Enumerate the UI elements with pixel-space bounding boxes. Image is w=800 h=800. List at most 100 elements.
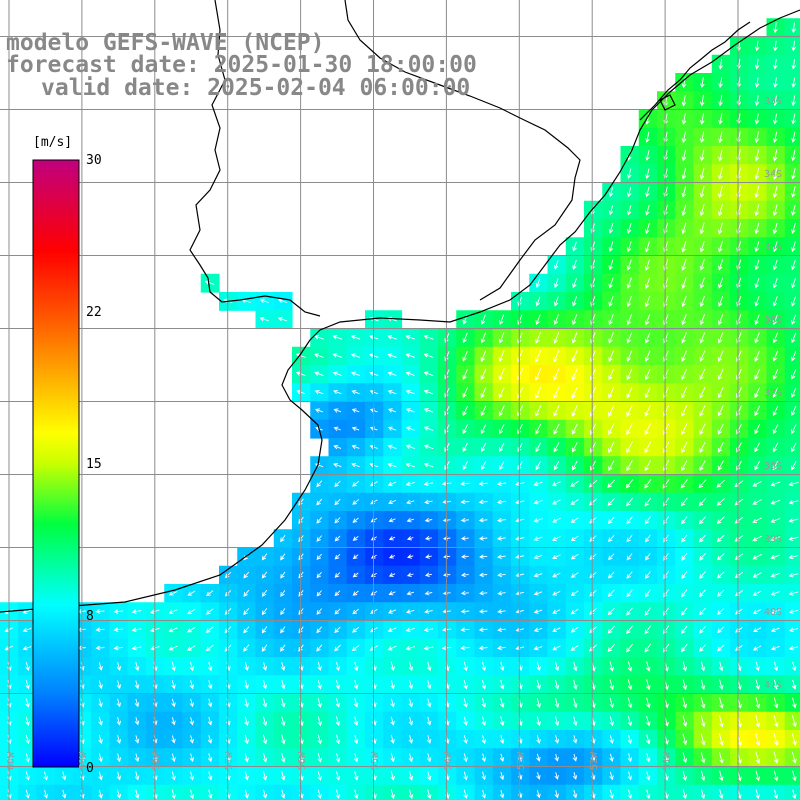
wind-arrow — [553, 368, 560, 381]
wind-arrow — [772, 405, 779, 417]
wind-cell — [638, 784, 658, 800]
wind-cell — [693, 565, 713, 585]
wind-arrow — [480, 424, 487, 435]
wind-arrow — [554, 790, 559, 799]
wind-arrow — [681, 368, 688, 381]
wind-arrow — [369, 335, 379, 340]
wind-arrow — [644, 497, 652, 507]
wind-arrow — [754, 59, 760, 70]
wind-arrow — [772, 442, 779, 453]
wind-arrow — [699, 185, 705, 199]
wind-cell — [182, 784, 202, 800]
wind-arrow — [681, 571, 688, 580]
lat-label-37s: 37S — [764, 388, 782, 399]
wind-arrow — [754, 167, 760, 180]
wind-arrow — [424, 572, 432, 578]
wind-arrow — [718, 733, 724, 746]
wind-arrow — [515, 536, 525, 541]
wind-arrow — [280, 608, 286, 616]
wind-arrow — [718, 295, 724, 307]
wind-arrow — [754, 77, 760, 88]
wind-arrow — [332, 335, 343, 340]
wind-arrow — [496, 499, 506, 505]
wind-arrow — [770, 536, 781, 542]
wind-cell — [36, 784, 56, 800]
wind-arrow — [554, 679, 560, 690]
wind-arrow — [317, 716, 322, 727]
wind-arrow — [442, 609, 451, 614]
wind-arrow — [335, 661, 341, 672]
wind-arrow — [497, 609, 506, 614]
wind-arrow — [554, 661, 560, 672]
wind-arrow — [388, 609, 397, 614]
wind-arrow — [681, 441, 688, 454]
wind-arrow — [262, 789, 268, 799]
wind-cell — [784, 401, 800, 421]
wind-arrow — [646, 715, 651, 727]
wind-arrow — [608, 259, 614, 271]
wind-arrow — [552, 554, 561, 560]
wind-arrow — [388, 536, 396, 541]
wind-arrow — [332, 371, 342, 377]
wind-arrow — [116, 735, 122, 744]
wind-cell — [766, 784, 786, 800]
wind-arrow — [788, 499, 799, 505]
wind-arrow — [535, 442, 541, 453]
wind-cell — [565, 511, 585, 530]
wind-arrow — [699, 314, 706, 326]
wind-cell — [310, 529, 330, 549]
wind-arrow — [791, 679, 797, 690]
wind-arrow — [462, 442, 468, 453]
wind-arrow — [553, 350, 560, 363]
wind-arrow — [772, 296, 778, 307]
wind-arrow — [788, 554, 799, 560]
wind-arrow — [644, 589, 651, 598]
wind-cell — [200, 620, 220, 640]
wind-arrow — [517, 461, 523, 471]
wind-cell — [693, 584, 713, 603]
wind-arrow — [444, 387, 450, 398]
wind-arrow — [682, 752, 688, 764]
wind-arrow — [462, 332, 468, 344]
wind-arrow — [387, 645, 397, 651]
wind-arrow — [681, 259, 687, 271]
wind-cell — [346, 784, 366, 800]
wind-arrow — [423, 627, 434, 633]
wind-arrow — [698, 497, 707, 507]
wind-cell — [620, 474, 640, 494]
wind-cell — [784, 766, 800, 786]
wind-arrow — [773, 697, 779, 709]
wind-arrow — [207, 680, 213, 690]
wind-arrow — [590, 441, 597, 453]
wind-cell — [784, 711, 800, 731]
wind-cell — [784, 18, 800, 38]
wind-arrow — [189, 680, 195, 690]
wind-arrow — [644, 386, 651, 399]
wind-arrow — [607, 644, 615, 652]
wind-cell — [711, 784, 731, 800]
wind-arrow — [699, 460, 706, 472]
wind-cell — [784, 200, 800, 220]
wind-arrow — [662, 386, 669, 399]
wind-arrow — [405, 426, 415, 431]
wind-arrow — [570, 645, 579, 651]
wind-arrow — [478, 499, 488, 505]
wind-arrow — [499, 679, 505, 690]
wind-arrow — [752, 535, 762, 542]
wind-arrow — [535, 314, 541, 326]
wind-arrow — [645, 789, 651, 800]
lat-label-35s: 35S — [764, 242, 782, 253]
wind-arrow — [626, 571, 633, 579]
wind-arrow — [352, 554, 359, 560]
wind-arrow — [773, 95, 778, 107]
coastline-lagoon — [639, 21, 751, 121]
wind-arrow — [442, 627, 452, 633]
wind-arrow — [423, 444, 434, 450]
colorbar-tick-22: 22 — [86, 305, 102, 320]
wind-arrow — [788, 481, 799, 487]
wind-cell — [584, 474, 603, 494]
wind-arrow — [717, 626, 725, 634]
wind-arrow — [168, 609, 178, 614]
wind-arrow — [280, 789, 286, 799]
wind-arrow — [243, 589, 250, 597]
